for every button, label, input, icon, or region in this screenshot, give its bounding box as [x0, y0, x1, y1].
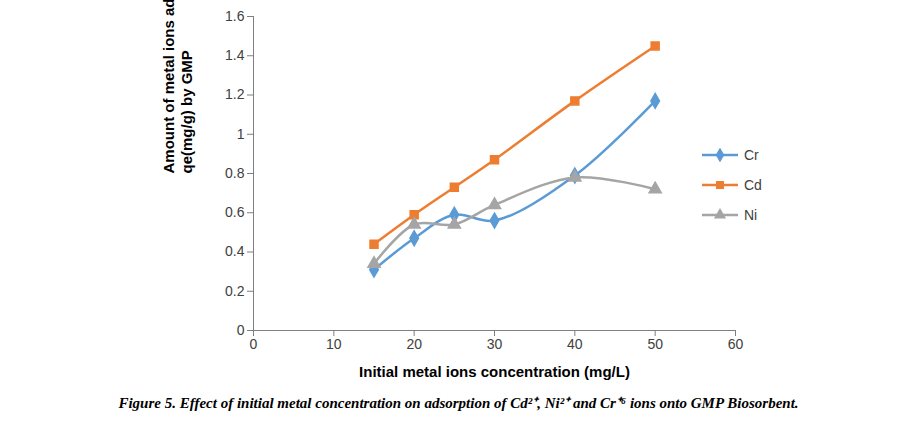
svg-text:Amount of metal ions adsorbed,: Amount of metal ions adsorbed,qe(mg/g) b… [160, 0, 195, 174]
svg-text:30: 30 [487, 336, 503, 352]
svg-text:0.6: 0.6 [225, 204, 245, 220]
svg-text:50: 50 [647, 336, 663, 352]
svg-text:40: 40 [567, 336, 583, 352]
html-text:Cr: Cr [744, 147, 759, 163]
html-text:Ni: Ni [744, 207, 758, 223]
svg-text:0: 0 [237, 322, 245, 338]
html-text:Figure 5. Effect of initial me: Figure 5. Effect of initial metal concen… [118, 395, 799, 411]
html-text:Cd: Cd [744, 177, 762, 193]
svg-text:60: 60 [728, 336, 744, 352]
svg-text:1.6: 1.6 [225, 8, 245, 24]
svg-text:Initial metal ions concentrati: Initial metal ions concentration (mg/L) [359, 363, 630, 380]
svg-text:0: 0 [250, 336, 258, 352]
svg-text:0.2: 0.2 [225, 283, 245, 299]
svg-text:0.8: 0.8 [225, 165, 245, 181]
svg-text:0.4: 0.4 [225, 243, 245, 259]
svg-text:1: 1 [237, 126, 245, 142]
svg-text:20: 20 [406, 336, 422, 352]
svg-text:1.2: 1.2 [225, 86, 245, 102]
svg-text:1.4: 1.4 [225, 47, 245, 63]
svg-text:10: 10 [326, 336, 342, 352]
